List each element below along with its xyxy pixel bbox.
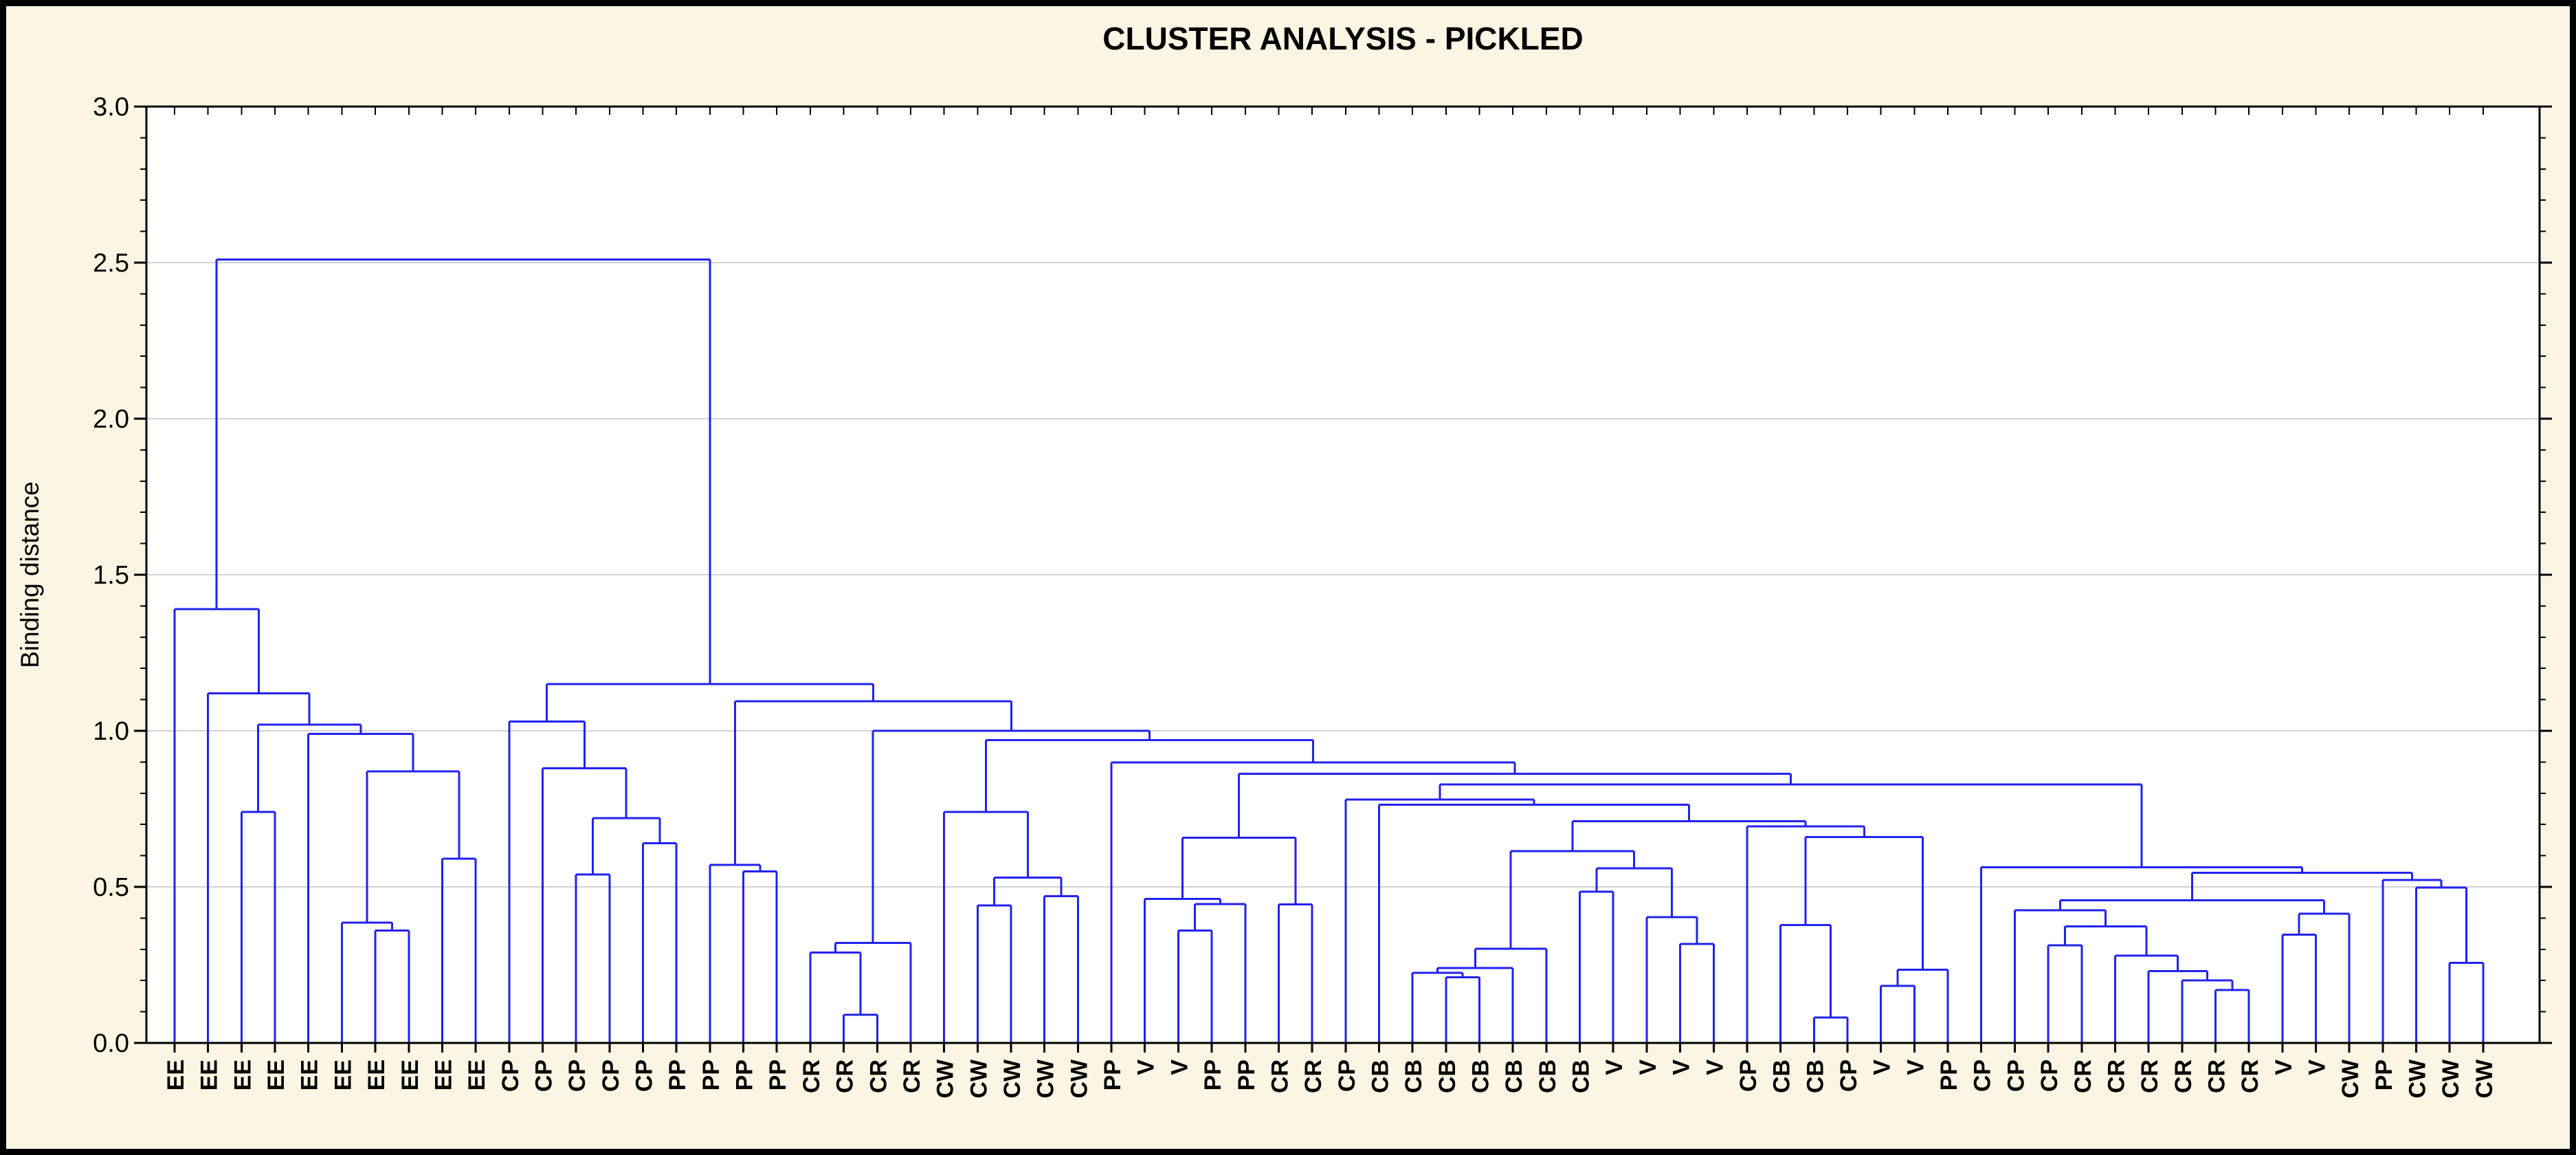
svg-text:EE: EE: [197, 1059, 223, 1090]
svg-text:0.0: 0.0: [93, 1029, 129, 1058]
svg-text:CR: CR: [799, 1059, 825, 1093]
svg-text:CR: CR: [2070, 1059, 2096, 1093]
svg-text:CB: CB: [1401, 1059, 1427, 1093]
svg-text:EE: EE: [263, 1059, 289, 1090]
svg-text:CR: CR: [2237, 1059, 2263, 1093]
svg-text:1.5: 1.5: [93, 561, 129, 590]
svg-text:EE: EE: [464, 1059, 490, 1090]
svg-text:EE: EE: [330, 1059, 356, 1090]
svg-text:EE: EE: [430, 1059, 456, 1090]
svg-text:CP: CP: [2036, 1059, 2063, 1092]
svg-text:CR: CR: [2203, 1059, 2230, 1093]
svg-text:CP: CP: [2003, 1059, 2029, 1092]
svg-text:1.0: 1.0: [93, 717, 129, 746]
svg-text:EE: EE: [297, 1059, 323, 1090]
svg-text:CB: CB: [1434, 1059, 1461, 1093]
svg-text:EE: EE: [397, 1059, 423, 1090]
svg-text:0.5: 0.5: [93, 873, 129, 902]
svg-text:PP: PP: [665, 1059, 691, 1090]
svg-text:PP: PP: [1234, 1059, 1260, 1090]
svg-text:PP: PP: [1200, 1059, 1226, 1090]
svg-text:CR: CR: [1267, 1059, 1293, 1093]
svg-text:CB: CB: [1501, 1059, 1527, 1093]
svg-text:2.5: 2.5: [93, 249, 129, 278]
svg-text:V: V: [1702, 1059, 1728, 1075]
svg-text:CR: CR: [2170, 1059, 2197, 1093]
svg-text:CR: CR: [865, 1059, 891, 1093]
svg-text:CW: CW: [933, 1059, 959, 1099]
svg-text:CW: CW: [2338, 1059, 2364, 1099]
svg-text:CP: CP: [632, 1059, 658, 1092]
svg-text:CP: CP: [1836, 1059, 1862, 1092]
svg-text:CW: CW: [1066, 1059, 1092, 1099]
svg-text:V: V: [1669, 1059, 1695, 1075]
svg-text:CP: CP: [531, 1059, 557, 1092]
svg-text:PP: PP: [765, 1059, 791, 1090]
svg-text:CP: CP: [598, 1059, 624, 1092]
svg-text:CB: CB: [1535, 1059, 1561, 1093]
svg-text:CW: CW: [2438, 1059, 2464, 1099]
y-axis-label: Binding distance: [16, 481, 44, 668]
svg-text:CB: CB: [1802, 1059, 1828, 1093]
y-tick-labels: 0.0 0.5 1.0 1.5 2.0 2.5 3.0: [93, 93, 129, 1058]
svg-text:CP: CP: [1970, 1059, 1996, 1092]
svg-text:PP: PP: [1936, 1059, 1962, 1090]
svg-text:V: V: [1166, 1059, 1192, 1075]
svg-text:EE: EE: [163, 1059, 189, 1090]
svg-text:V: V: [1902, 1059, 1929, 1075]
svg-text:V: V: [2271, 1059, 2297, 1075]
dendrogram-lines: [173, 258, 2485, 1043]
svg-text:PP: PP: [732, 1059, 758, 1090]
svg-text:CW: CW: [2472, 1059, 2498, 1099]
chart-title: CLUSTER ANALYSIS - PICKLED: [1102, 21, 1583, 56]
svg-text:V: V: [1869, 1059, 1896, 1075]
svg-text:CR: CR: [2137, 1059, 2163, 1093]
axis-ticks: [134, 105, 2552, 1053]
svg-text:CB: CB: [1769, 1059, 1795, 1093]
svg-text:PP: PP: [1100, 1059, 1126, 1090]
svg-text:2.0: 2.0: [93, 405, 129, 434]
svg-text:CW: CW: [966, 1059, 992, 1099]
svg-text:CP: CP: [1334, 1059, 1360, 1092]
svg-text:CP: CP: [564, 1059, 590, 1092]
svg-text:CP: CP: [1735, 1059, 1762, 1092]
leaf-labels: EE EE EE EE EE EE EE EE EE EE CP CP CP CP CP PP PP PP PP CR…: [163, 1059, 2498, 1099]
svg-text:V: V: [1133, 1059, 1159, 1075]
svg-text:PP: PP: [698, 1059, 724, 1090]
svg-text:V: V: [1635, 1059, 1661, 1075]
svg-text:PP: PP: [2371, 1059, 2397, 1090]
svg-text:CR: CR: [2103, 1059, 2129, 1093]
svg-text:V: V: [1601, 1059, 1628, 1075]
svg-text:CP: CP: [498, 1059, 524, 1092]
svg-text:CB: CB: [1468, 1059, 1494, 1093]
svg-text:CB: CB: [1367, 1059, 1393, 1093]
svg-text:CB: CB: [1568, 1059, 1595, 1093]
svg-text:3.0: 3.0: [93, 93, 129, 122]
svg-text:EE: EE: [230, 1059, 256, 1090]
gridlines: [146, 262, 2540, 888]
svg-text:V: V: [2305, 1059, 2331, 1075]
svg-text:CR: CR: [899, 1059, 925, 1093]
svg-text:EE: EE: [364, 1059, 390, 1090]
svg-text:CR: CR: [1300, 1059, 1326, 1093]
svg-text:CW: CW: [999, 1059, 1025, 1099]
svg-text:CW: CW: [1033, 1059, 1059, 1099]
svg-text:CW: CW: [2405, 1059, 2431, 1099]
svg-text:CR: CR: [832, 1059, 858, 1093]
